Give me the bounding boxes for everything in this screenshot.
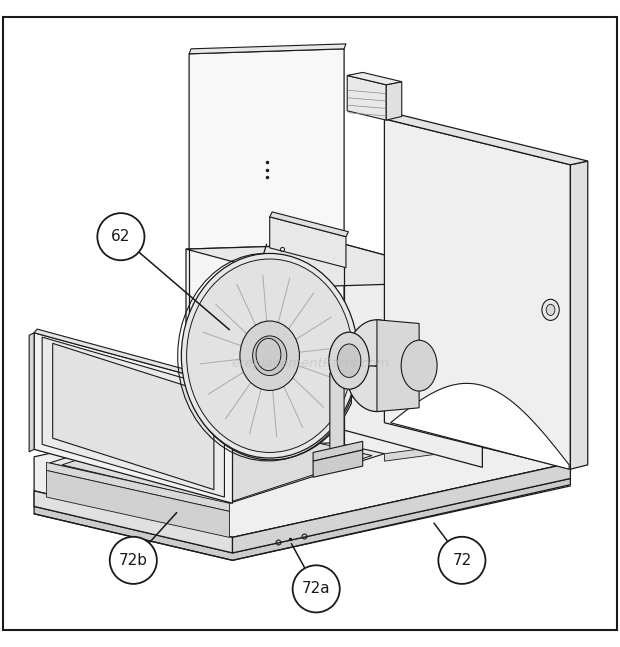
Polygon shape bbox=[46, 463, 229, 511]
Polygon shape bbox=[270, 212, 348, 237]
Polygon shape bbox=[232, 463, 570, 553]
Polygon shape bbox=[330, 369, 344, 467]
Polygon shape bbox=[42, 337, 224, 497]
Polygon shape bbox=[34, 382, 570, 538]
Text: 72: 72 bbox=[452, 553, 472, 568]
Polygon shape bbox=[570, 161, 588, 469]
Polygon shape bbox=[232, 463, 570, 553]
Polygon shape bbox=[29, 333, 34, 452]
Polygon shape bbox=[34, 479, 570, 560]
Text: 62: 62 bbox=[111, 229, 131, 244]
Polygon shape bbox=[347, 72, 402, 85]
Polygon shape bbox=[34, 333, 232, 503]
Circle shape bbox=[293, 565, 340, 613]
Polygon shape bbox=[186, 244, 482, 287]
Polygon shape bbox=[189, 49, 344, 448]
Ellipse shape bbox=[542, 300, 559, 320]
Polygon shape bbox=[313, 441, 363, 461]
Polygon shape bbox=[46, 470, 229, 538]
Circle shape bbox=[438, 537, 485, 584]
Polygon shape bbox=[186, 244, 344, 435]
Polygon shape bbox=[236, 410, 251, 450]
Polygon shape bbox=[189, 44, 346, 54]
Polygon shape bbox=[313, 450, 363, 477]
Polygon shape bbox=[384, 119, 570, 469]
Polygon shape bbox=[34, 491, 232, 553]
Ellipse shape bbox=[337, 344, 361, 377]
Ellipse shape bbox=[253, 336, 286, 375]
Polygon shape bbox=[34, 491, 232, 553]
Ellipse shape bbox=[546, 304, 555, 316]
Text: 72b: 72b bbox=[119, 553, 148, 568]
Polygon shape bbox=[384, 115, 588, 165]
Ellipse shape bbox=[181, 254, 358, 458]
Polygon shape bbox=[270, 217, 346, 268]
Ellipse shape bbox=[256, 338, 281, 371]
Polygon shape bbox=[62, 417, 372, 503]
Polygon shape bbox=[384, 429, 570, 461]
Circle shape bbox=[110, 537, 157, 584]
Polygon shape bbox=[391, 384, 569, 469]
Ellipse shape bbox=[329, 332, 369, 389]
Polygon shape bbox=[234, 317, 243, 410]
Ellipse shape bbox=[187, 259, 353, 452]
Polygon shape bbox=[344, 244, 482, 467]
Polygon shape bbox=[347, 76, 386, 120]
Polygon shape bbox=[50, 413, 384, 503]
Polygon shape bbox=[377, 320, 419, 411]
Polygon shape bbox=[182, 255, 352, 460]
Circle shape bbox=[97, 213, 144, 260]
Text: 72a: 72a bbox=[302, 582, 330, 597]
Text: ereplacementParts.com: ereplacementParts.com bbox=[231, 357, 389, 370]
Ellipse shape bbox=[401, 340, 437, 391]
Polygon shape bbox=[53, 344, 214, 490]
Polygon shape bbox=[34, 329, 236, 387]
Polygon shape bbox=[386, 82, 402, 120]
Ellipse shape bbox=[344, 320, 409, 411]
Ellipse shape bbox=[240, 321, 299, 390]
